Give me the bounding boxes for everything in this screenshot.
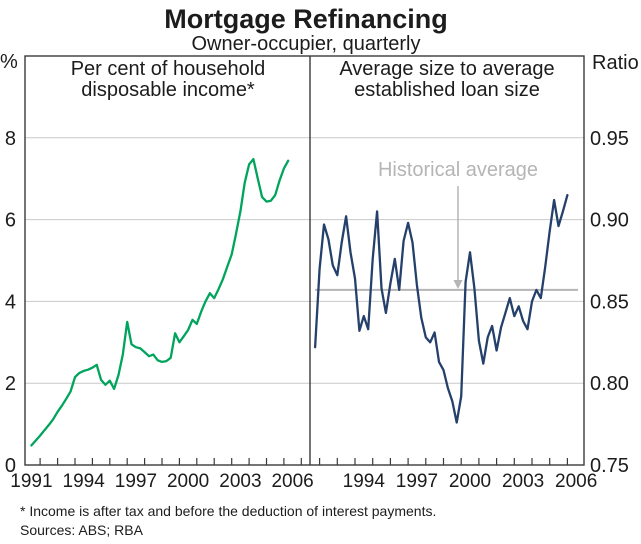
x-axis-year-label: 2000 [167,471,209,492]
left-y-tick-label: 0 [5,455,16,477]
right-y-tick-label: 0.90 [590,210,629,232]
right-y-tick-label: 0.85 [590,291,629,313]
right-y-tick-label: 0.95 [590,128,629,150]
x-axis-year-label: 2003 [219,471,261,492]
page-subtitle: Owner-occupier, quarterly [191,33,421,55]
right-series-line [313,193,569,424]
plot-frame [24,55,585,466]
x-axis-year-label: 2000 [449,471,491,492]
x-axis-year-label: 1994 [343,471,386,492]
left-y-tick-label: 6 [5,210,16,232]
page-title: Mortgage Refinancing [164,4,448,34]
historical-average-label: Historical average [377,159,539,181]
x-axis-year-label: 1997 [115,471,157,492]
right-axis-unit-label: Ratio [592,52,639,74]
left-y-tick-label: 8 [5,128,16,150]
right-panel-title: Average size to average established loan… [339,58,555,101]
sources-text: Sources: ABS; RBA [20,522,143,538]
left-series-line [30,157,290,447]
footnote-text: * Income is after tax and before the ded… [20,503,437,519]
right-y-tick-label: 0.80 [590,373,629,395]
left-axis-unit-label: % [0,51,18,73]
annotation-arrow-head [453,279,463,289]
x-axis-year-label: 1994 [63,471,106,492]
left-y-tick-label: 4 [5,291,16,313]
x-axis-year-label: 1997 [396,471,438,492]
x-axis-year-label: 2003 [502,471,544,492]
left-y-tick-label: 2 [5,373,16,395]
x-axis-year-label: 2006 [271,471,313,492]
left-panel-title: Per cent of household disposable income* [70,58,266,101]
x-axis-year-label: 2006 [555,471,597,492]
x-axis-year-label: 1991 [10,471,52,492]
right-y-tick-label: 0.75 [590,455,629,477]
